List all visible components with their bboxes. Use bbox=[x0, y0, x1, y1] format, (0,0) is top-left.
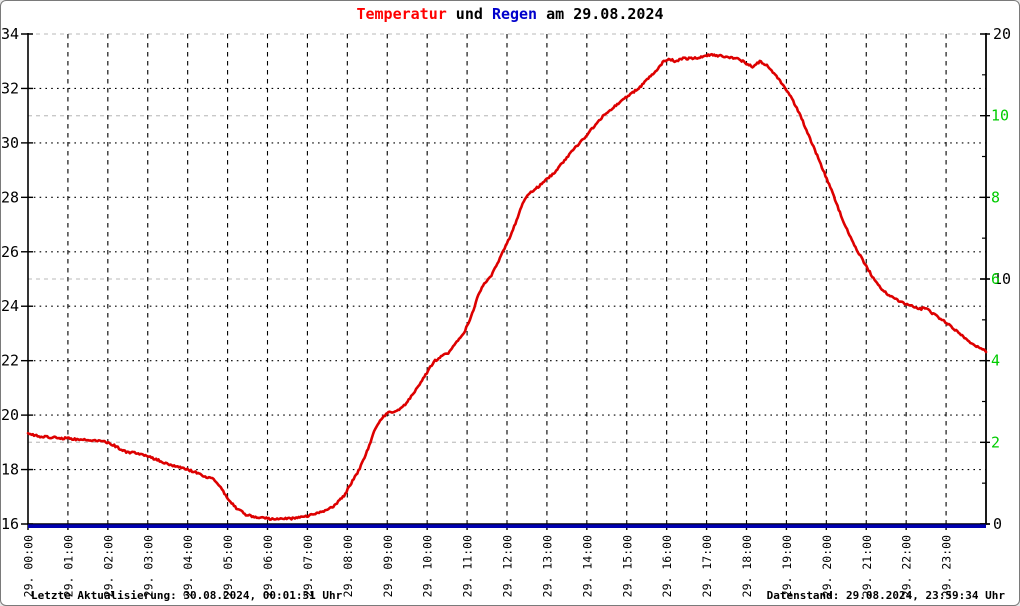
chart-title-segment: und bbox=[446, 5, 492, 23]
x-axis-label: 29. 21:00 bbox=[860, 535, 874, 597]
left-axis-label: 30 bbox=[1, 134, 19, 152]
right-axis-label-green: 10 bbox=[991, 107, 1009, 125]
data-state-text: Datenstand: 29.08.2024, 23:59:34 Uhr bbox=[766, 589, 1005, 602]
left-axis-label: 20 bbox=[1, 406, 19, 424]
x-axis-label: 29. 18:00 bbox=[740, 535, 754, 597]
chart-title-segment: Temperatur bbox=[356, 5, 447, 23]
right-axis-label-black: 10 bbox=[993, 270, 1011, 288]
right-axis-label-green: 6 bbox=[991, 270, 1000, 288]
left-axis-label: 28 bbox=[1, 188, 19, 206]
chart-title: Temperatur und Regen am 29.08.2024 bbox=[1, 5, 1019, 23]
left-axis-label: 16 bbox=[1, 515, 19, 533]
x-axis-label: 29. 13:00 bbox=[540, 535, 554, 597]
x-axis-label: 29. 10:00 bbox=[421, 535, 435, 597]
left-axis-label: 24 bbox=[1, 297, 19, 315]
temperature-curve bbox=[26, 52, 988, 521]
left-axis-label: 22 bbox=[1, 352, 19, 370]
x-axis-label: 29. 17:00 bbox=[700, 535, 714, 597]
last-update-text: Letzte Aktualisierung: 30.08.2024, 00:01… bbox=[31, 589, 343, 602]
right-axis-label-green: 2 bbox=[991, 433, 1000, 451]
right-axis-label-green: 4 bbox=[991, 352, 1000, 370]
left-axis-label: 26 bbox=[1, 243, 19, 261]
right-axis-label-black: 0 bbox=[993, 515, 1002, 533]
x-axis-label: 29. 23:00 bbox=[940, 535, 954, 597]
x-axis-label: 29. 15:00 bbox=[620, 535, 634, 597]
x-axis-label: 29. 19:00 bbox=[780, 535, 794, 597]
left-axis-label: 18 bbox=[1, 461, 19, 479]
x-axis-label: 29. 14:00 bbox=[580, 535, 594, 597]
x-axis-label: 29. 04:00 bbox=[181, 535, 195, 597]
left-axis-label: 32 bbox=[1, 79, 19, 97]
x-axis-label: 29. 20:00 bbox=[820, 535, 834, 597]
x-axis-label: 29. 08:00 bbox=[341, 535, 355, 597]
x-axis-label: 29. 05:00 bbox=[221, 535, 235, 597]
x-axis-label: 29. 12:00 bbox=[501, 535, 515, 597]
x-axis-label: 29. 07:00 bbox=[301, 535, 315, 597]
x-axis-label: 29. 11:00 bbox=[461, 535, 475, 597]
chart-title-segment: Regen bbox=[491, 5, 538, 23]
x-axis-label: 29. 22:00 bbox=[900, 535, 914, 597]
left-axis-label: 34 bbox=[1, 25, 19, 43]
x-axis-label: 29. 00:00 bbox=[22, 535, 36, 597]
right-axis-label-green: 8 bbox=[991, 188, 1000, 206]
x-axis-label: 29. 02:00 bbox=[101, 535, 115, 597]
right-axis-label-black: 20 bbox=[993, 25, 1011, 43]
chart-title-segment: am 29.08.2024 bbox=[537, 5, 664, 23]
x-axis-label: 29. 16:00 bbox=[660, 535, 674, 597]
x-axis-label: 29. 01:00 bbox=[61, 535, 75, 597]
x-axis-label: 29. 03:00 bbox=[141, 535, 155, 597]
x-axis-label: 29. 06:00 bbox=[261, 535, 275, 597]
x-axis-label: 29. 09:00 bbox=[381, 535, 395, 597]
